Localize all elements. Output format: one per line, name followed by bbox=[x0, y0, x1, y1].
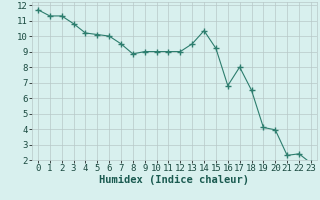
X-axis label: Humidex (Indice chaleur): Humidex (Indice chaleur) bbox=[100, 175, 249, 185]
